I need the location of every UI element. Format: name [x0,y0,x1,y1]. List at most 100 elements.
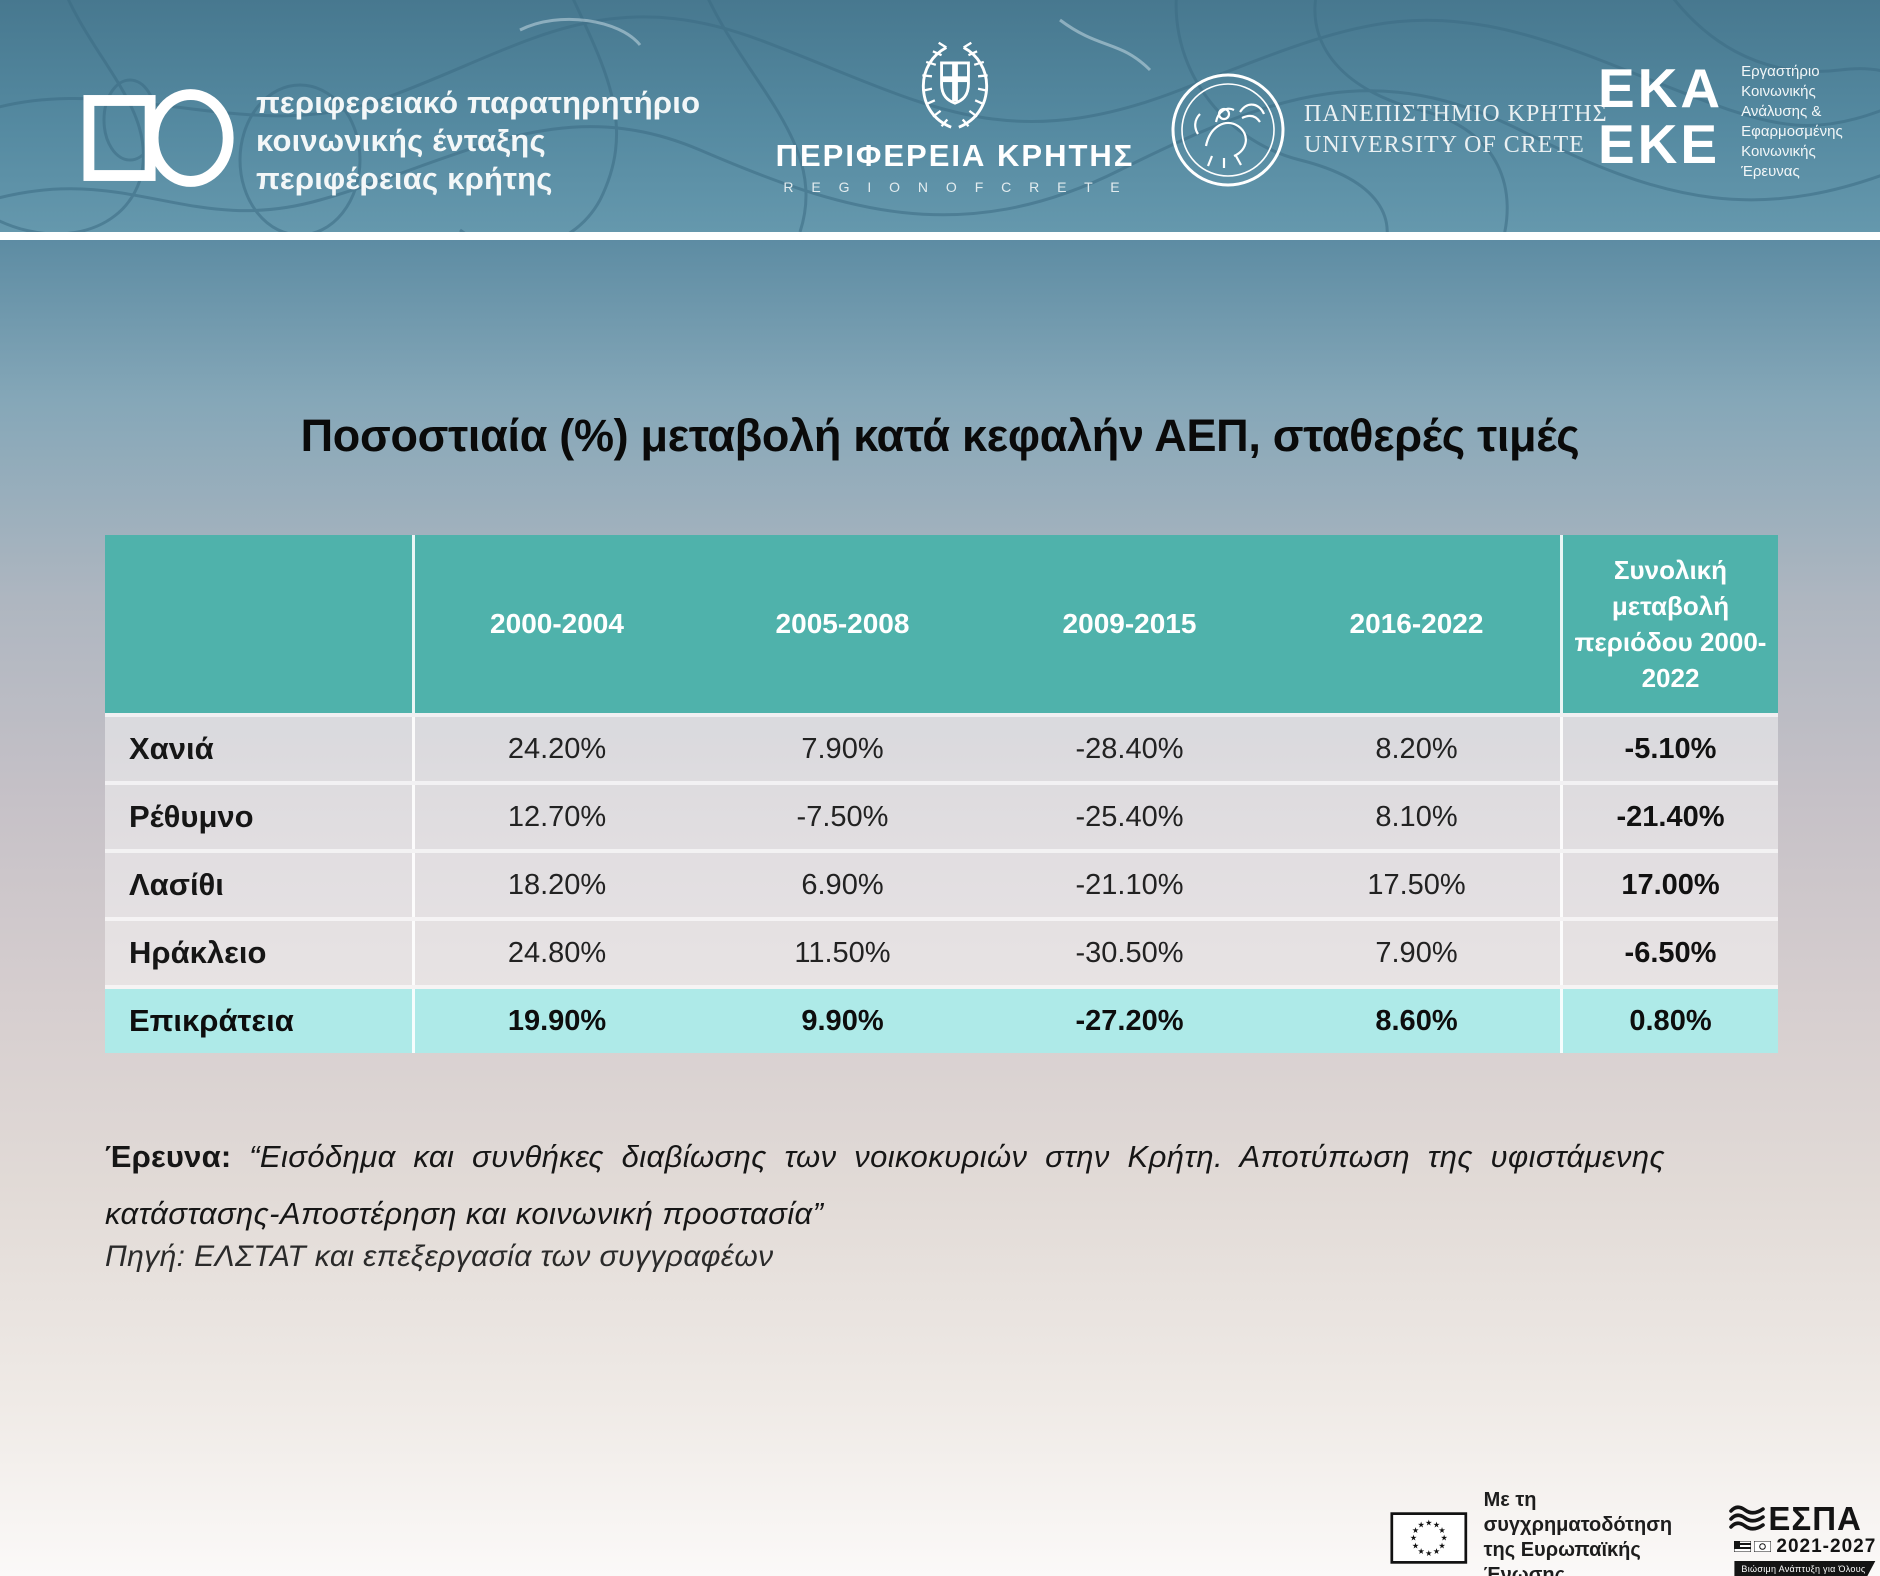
row-value: 8.20% [1375,732,1458,765]
svg-text:★: ★ [1417,1546,1424,1556]
university-title-line1: ΠΑΝΕΠΙΣΤΗΜΙΟ ΚΡΗΤΗΣ [1304,101,1608,127]
observatory-title-line3: περιφέρειας κρήτης [256,161,553,196]
row-value: 7.90% [1375,936,1458,969]
row-value: 19.90% [412,989,699,1053]
eu-cofinancing-line2: της Ευρωπαϊκής Ένωσης [1483,1539,1641,1576]
research-label: Έρευνα: [105,1139,232,1174]
header-banner: περιφερειακό παρατηρητήριο κοινωνικής έν… [0,0,1880,240]
ekaeke-fullname: Εργαστήριο Κοινωνικής Ανάλυσης & Εφαρμοσ… [1741,60,1843,182]
row-value: 12.70% [412,785,699,849]
row-label: Ρέθυμνο [129,799,254,834]
espa-name: ΕΣΠΑ [1768,1499,1862,1537]
table-header-2016-2022: 2016-2022 [1349,608,1484,639]
row-value: 24.20% [412,717,699,781]
svg-text:★: ★ [1433,1546,1440,1556]
row-total-value: 0.80% [1560,989,1778,1053]
region-of-crete-subtitle: R E G I O N O F C R E T E [783,179,1127,195]
greek-coat-of-arms-icon [921,41,989,129]
row-value: 18.20% [412,853,699,917]
espa-logo: ΕΣΠΑ 2021-2027 Βιώσιμη Ανάπτυξη για Όλου… [1728,1500,1880,1576]
ekaeke-line: Κοινωνικής [1741,83,1816,100]
row-value: -27.20% [1075,1004,1184,1037]
table-header-empty [105,535,412,713]
row-total-value: 17.00% [1560,853,1778,917]
row-value: 11.50% [794,936,891,969]
row-value: 7.90% [801,732,884,765]
row-value: 8.60% [1375,1004,1458,1037]
table-header-2009-2015: 2009-2015 [1062,608,1197,639]
table-header-2000-2004: 2000-2004 [412,535,699,713]
university-of-crete-seal-icon [1171,73,1285,187]
gdp-change-table: 2000-2004 2005-2008 2009-2015 2016-2022 … [105,535,1778,1053]
table-row-rethymno: Ρέθυμνο 12.70% -7.50% -25.40% 8.10% -21.… [105,785,1778,849]
ekaeke-acronym: ΕΚΑ ΕΚΕ [1598,60,1723,182]
svg-text:★: ★ [1438,1540,1445,1550]
row-label: Επικράτεια [129,1003,294,1038]
eu-cofinancing-text: Με τη συγχρηματοδότηση της Ευρωπαϊκής Έν… [1484,1488,1707,1576]
research-note: Έρευνα: “Εισόδημα και συνθήκες διαβίωσης… [105,1128,1665,1242]
table-row-heraklion: Ηράκλειο 24.80% 11.50% -30.50% 7.90% -6.… [105,921,1778,985]
ekaeke-line: Κοινωνικής [1741,143,1816,160]
region-of-crete-logo: ΠΕΡΙΦΕΡΕΙΑ ΚΡΗΤΗΣ R E G I O N O F C R E … [770,34,1140,195]
table-row-lasithi: Λασίθι 18.20% 6.90% -21.10% 17.50% 17.00… [105,853,1778,917]
table-header-total: Συνολική μεταβολή περιόδου 2000-2022 [1560,535,1778,713]
table-row-chania: Χανιά 24.20% 7.90% -28.40% 8.20% -5.10% [105,717,1778,781]
svg-text:★: ★ [1433,1519,1440,1529]
svg-text:★: ★ [1425,1517,1432,1527]
row-value: 17.50% [1367,868,1466,901]
research-text: “Εισόδημα και συνθήκες διαβίωσης των νοι… [105,1139,1666,1231]
espa-logo-years-row: 2021-2027 [1734,1536,1880,1558]
topographic-contours-decoration [0,0,1880,232]
ekaeke-line: Ανάλυσης & [1741,103,1822,120]
page-title: Ποσοστιαία (%) μεταβολή κατά κεφαλήν ΑΕΠ… [300,410,1580,461]
row-total-value: -6.50% [1560,921,1778,985]
espa-tagline: Βιώσιμη Ανάπτυξη για Όλους [1734,1560,1876,1576]
row-value: -7.50% [796,800,889,833]
ekaeke-line: Εφαρμοσμένης [1741,123,1843,140]
observatory-logo-icon [83,89,234,187]
observatory-title: περιφερειακό παρατηρητήριο κοινωνικής έν… [256,84,700,198]
row-value: -21.10% [1075,868,1184,901]
university-of-crete-title: ΠΑΝΕΠΙΣΤΗΜΙΟ ΚΡΗΤΗΣ UNIVERSITY OF CRETE [1304,99,1608,161]
row-label: Λασίθι [129,867,224,902]
row-value: 9.90% [801,1004,884,1037]
eu-mini-flag-icon [1754,1541,1772,1552]
row-value: 6.90% [801,868,884,901]
source-note: Πηγή: ΕΛΣΤΑΤ και επεξεργασία των συγγραφ… [105,1240,774,1273]
espa-waves-icon [1729,1504,1766,1531]
eu-cofinancing-line1: Με τη συγχρηματοδότηση [1483,1489,1673,1536]
row-value: -25.40% [1075,800,1184,833]
university-title-line2: UNIVERSITY OF CRETE [1304,132,1585,158]
row-value: -30.50% [1075,936,1184,969]
svg-text:★: ★ [1425,1548,1432,1558]
table-header-2005-2008: 2005-2008 [775,608,910,639]
ekaeke-acronym-bottom: ΕΚΕ [1598,113,1721,175]
row-value: 24.80% [412,921,699,985]
svg-text:★: ★ [1412,1525,1419,1535]
region-of-crete-title: ΠΕΡΙΦΕΡΕΙΑ ΚΡΗΤΗΣ [775,138,1135,173]
observatory-title-line1: περιφερειακό παρατηρητήριο [256,85,701,120]
table-row-epikrateia: Επικράτεια 19.90% 9.90% -27.20% 8.60% 0.… [105,989,1778,1053]
espa-logo-top: ΕΣΠΑ [1728,1500,1880,1538]
eu-funding-footer: ★ ★ ★ ★ ★ ★ ★ ★ ★ ★ ★ ★ Με τη συγχρηματοδότηση τ… [1390,1488,1880,1576]
row-label: Χανιά [129,731,214,766]
row-total-value: -21.40% [1560,785,1778,849]
svg-text:★: ★ [1412,1540,1419,1550]
ekaeke-acronym-top: ΕΚΑ [1598,57,1724,119]
university-of-crete-logo: ΠΑΝΕΠΙΣΤΗΜΙΟ ΚΡΗΤΗΣ UNIVERSITY OF CRETE [1168,70,1608,190]
espa-years: 2021-2027 [1776,1535,1877,1557]
ekaeke-line: Εργαστήριο [1741,63,1820,80]
greek-flag-icon [1734,1541,1752,1552]
svg-text:★: ★ [1438,1525,1445,1535]
ekaeke-line: Έρευνας [1741,163,1800,180]
observatory-title-line2: κοινωνικής ένταξης [256,123,546,158]
ekaeke-logo: ΕΚΑ ΕΚΕ Εργαστήριο Κοινωνικής Ανάλυσης &… [1598,60,1843,182]
row-value: -28.40% [1075,732,1184,765]
row-value: 8.10% [1375,800,1458,833]
svg-text:★: ★ [1417,1519,1424,1529]
eu-flag-icon: ★ ★★ ★★★ ★★★ ★★★ [1390,1512,1468,1564]
table-header-row: 2000-2004 2005-2008 2009-2015 2016-2022 … [105,535,1778,713]
row-label: Ηράκλειο [129,935,267,970]
svg-text:★: ★ [1410,1533,1417,1543]
